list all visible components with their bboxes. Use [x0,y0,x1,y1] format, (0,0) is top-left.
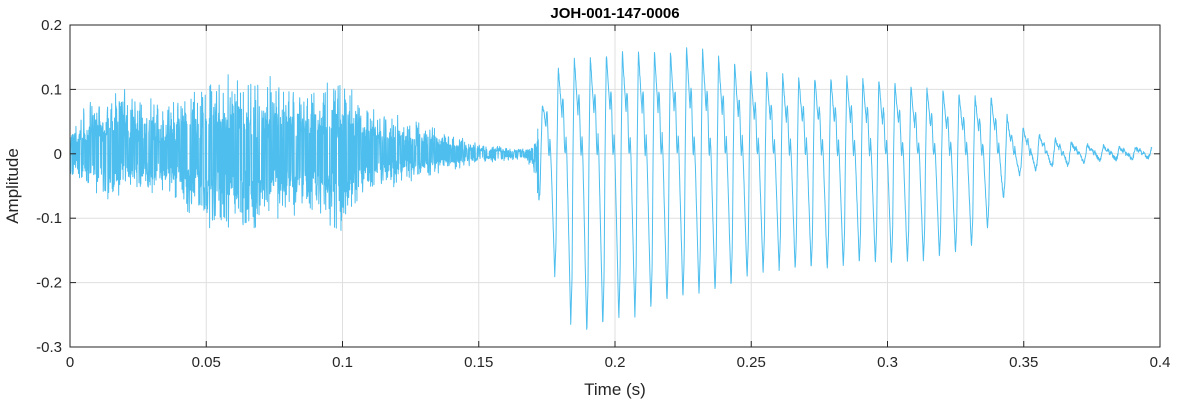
y-tick-label: 0 [54,146,62,163]
x-tick-label: 0.3 [877,354,898,371]
x-tick-label: 0 [66,354,74,371]
x-tick-label: 0.15 [464,354,493,371]
x-tick-label: 0.25 [737,354,766,371]
x-tick-label: 0.1 [332,354,353,371]
y-tick-label: 0.1 [41,81,62,98]
x-tick-label: 0.05 [192,354,221,371]
y-tick-label: -0.2 [36,275,62,292]
y-tick-label: -0.3 [36,339,62,356]
x-tick-label: 0.2 [605,354,626,371]
x-tick-label: 0.35 [1009,354,1038,371]
y-tick-label: -0.1 [36,210,62,227]
waveform-series-line [70,47,1153,330]
x-axis-label: Time (s) [584,380,646,399]
y-tick-label: 0.2 [41,17,62,34]
x-tick-label: 0.4 [1150,354,1171,371]
y-axis-label: Amplitude [3,148,22,224]
chart-title: JOH-001-147-0006 [550,5,679,22]
axis-ticks: 0 0.05 0.1 0.15 0.2 0.25 0.3 0.35 0.4 -0.3 -0.2 -0.… [36,17,1170,371]
